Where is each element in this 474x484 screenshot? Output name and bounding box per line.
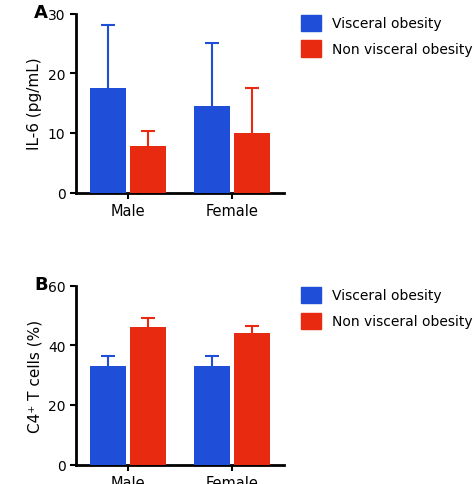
- Legend: Visceral obesity, Non visceral obesity: Visceral obesity, Non visceral obesity: [300, 15, 474, 59]
- Text: B: B: [34, 275, 48, 293]
- Bar: [194, 107, 230, 193]
- Bar: [130, 328, 166, 465]
- Bar: [130, 147, 166, 193]
- Bar: [194, 366, 230, 465]
- Text: A: A: [34, 4, 48, 22]
- Legend: Visceral obesity, Non visceral obesity: Visceral obesity, Non visceral obesity: [300, 286, 474, 330]
- Y-axis label: C4⁺ T cells (%): C4⁺ T cells (%): [27, 319, 42, 432]
- Bar: [234, 134, 270, 193]
- Bar: [90, 89, 126, 193]
- Bar: [234, 333, 270, 465]
- Bar: [90, 366, 126, 465]
- Y-axis label: IL-6 (pg/mL): IL-6 (pg/mL): [27, 58, 42, 150]
